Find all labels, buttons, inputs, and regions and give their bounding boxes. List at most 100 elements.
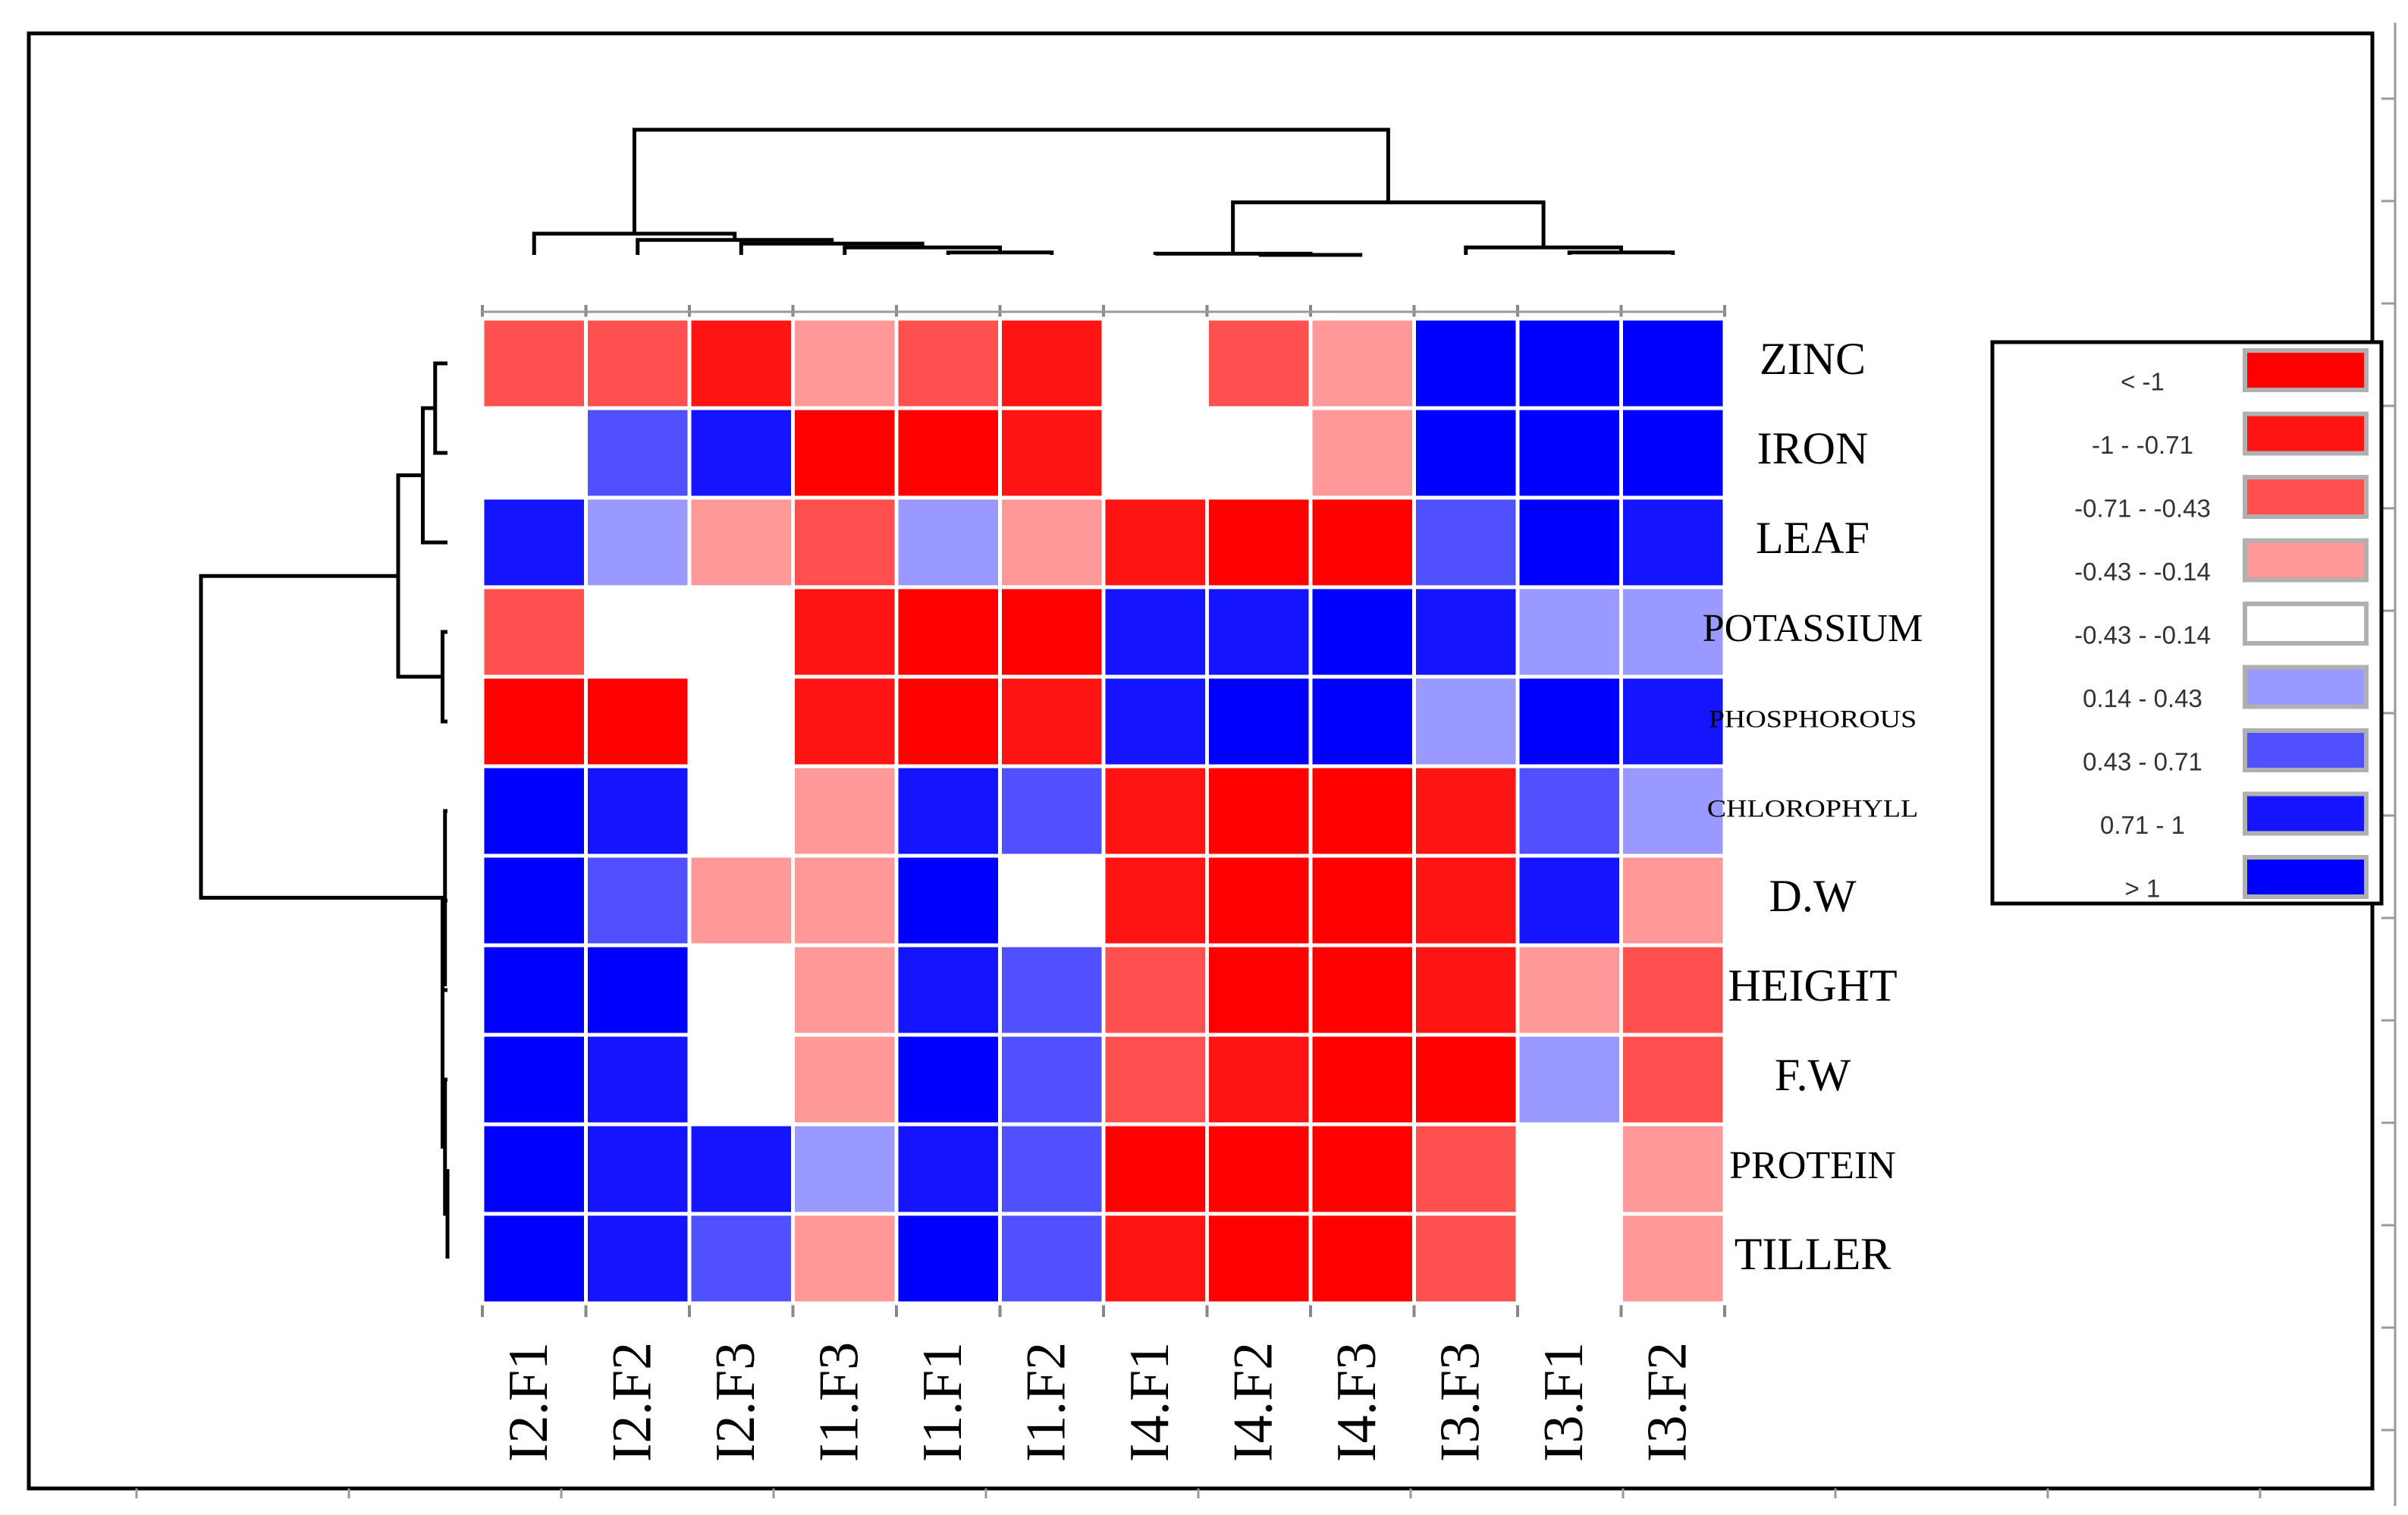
cell-d-w-i1-f1 <box>894 853 1002 948</box>
cell-leaf-i3-f3 <box>1412 495 1520 589</box>
col-label-i3-f3: I3.F3 <box>1430 1342 1492 1462</box>
cell-zinc-i3-f1 <box>1515 316 1623 410</box>
row-dendro-link-4 <box>396 473 443 679</box>
cell-leaf-i1-f3 <box>791 495 899 589</box>
cell-d-w-i3-f3 <box>1412 853 1520 948</box>
cell-f-w-i1-f2 <box>998 1033 1106 1127</box>
cell-f-w-i2-f1 <box>480 1033 588 1127</box>
cell-d-w-i4-f2 <box>1205 853 1313 948</box>
col-label-i2-f3: I2.F3 <box>705 1342 767 1462</box>
cell-iron-i1-f2 <box>998 406 1106 500</box>
cell-iron-i2-f1 <box>480 406 588 500</box>
cell-height-i1-f3 <box>791 943 899 1037</box>
cell-zinc-i4-f1 <box>1101 316 1209 410</box>
legend-label-1: < -1 <box>2121 368 2165 396</box>
cell-f-w-i3-f2 <box>1619 1033 1727 1127</box>
column-dendrogram <box>532 127 1675 257</box>
cell-tiller-i4-f3 <box>1308 1212 1416 1306</box>
cell-f-w-i3-f3 <box>1412 1033 1520 1127</box>
heatmap-cells <box>480 316 1727 1306</box>
cell-potassium-i2-f3 <box>687 585 795 679</box>
cell-tiller-i3-f2 <box>1619 1212 1727 1306</box>
row-label-f-w: F.W <box>1775 1050 1851 1100</box>
cell-leaf-i1-f2 <box>998 495 1106 589</box>
cell-d-w-i3-f1 <box>1515 853 1623 948</box>
col-dendro-link-8 <box>1567 250 1675 255</box>
cell-chlorophyll-i3-f3 <box>1412 764 1520 858</box>
cell-protein-i3-f3 <box>1412 1122 1520 1216</box>
cell-chlorophyll-i1-f2 <box>998 764 1106 858</box>
col-label-i4-f3: I4.F3 <box>1326 1342 1388 1462</box>
cell-d-w-i4-f1 <box>1101 853 1209 948</box>
legend-swatch-2 <box>2243 411 2369 456</box>
cell-chlorophyll-i4-f2 <box>1205 764 1313 858</box>
cell-iron-i1-f3 <box>791 406 899 500</box>
column-ticks <box>481 305 1726 1317</box>
cell-zinc-i2-f1 <box>480 316 588 410</box>
legend-label-2: -1 - -0.71 <box>2092 431 2193 459</box>
cell-chlorophyll-i2-f2 <box>584 764 692 858</box>
cell-potassium-i3-f3 <box>1412 585 1520 679</box>
cell-zinc-i2-f2 <box>584 316 692 410</box>
col-dendro-link-1 <box>946 250 1054 255</box>
legend-label-6: 0.14 - 0.43 <box>2083 684 2202 712</box>
cell-iron-i2-f3 <box>687 406 795 500</box>
cell-zinc-i4-f2 <box>1205 316 1313 410</box>
cell-height-i2-f1 <box>480 943 588 1037</box>
legend-swatch-1 <box>2243 348 2369 392</box>
cell-d-w-i1-f3 <box>791 853 899 948</box>
cell-f-w-i2-f2 <box>584 1033 692 1127</box>
cell-iron-i4-f1 <box>1101 406 1209 500</box>
legend-swatch-9 <box>2243 855 2369 899</box>
cell-chlorophyll-i1-f1 <box>894 764 1002 858</box>
legend-label-8: 0.71 - 1 <box>2100 811 2185 839</box>
col-dendro-link-11 <box>632 127 1390 234</box>
cell-leaf-i2-f1 <box>480 495 588 589</box>
cell-potassium-i1-f2 <box>998 585 1106 679</box>
row-label-tiller: TILLER <box>1735 1229 1892 1279</box>
cell-f-w-i4-f2 <box>1205 1033 1313 1127</box>
cell-potassium-i2-f1 <box>480 585 588 679</box>
col-label-i1-f1: I1.F1 <box>912 1342 974 1462</box>
row-dendro-link-10 <box>199 574 445 900</box>
row-label-d-w: D.W <box>1769 871 1857 921</box>
cell-iron-i1-f1 <box>894 406 1002 500</box>
cell-height-i4-f1 <box>1101 943 1209 1037</box>
cell-potassium-i1-f3 <box>791 585 899 679</box>
legend-label-3: -0.71 - -0.43 <box>2074 495 2211 523</box>
cell-d-w-i2-f2 <box>584 853 692 948</box>
col-label-i2-f1: I2.F1 <box>498 1342 560 1462</box>
cell-chlorophyll-i1-f3 <box>791 764 899 858</box>
cell-phosphorous-i2-f2 <box>584 674 692 769</box>
legend-label-4: -0.43 - -0.14 <box>2074 558 2211 586</box>
cell-zinc-i3-f3 <box>1412 316 1520 410</box>
cell-zinc-i2-f3 <box>687 316 795 410</box>
col-label-i1-f2: I1.F2 <box>1016 1342 1078 1462</box>
cell-potassium-i3-f1 <box>1515 585 1623 679</box>
cell-chlorophyll-i2-f3 <box>687 764 795 858</box>
row-label-height: HEIGHT <box>1728 960 1897 1011</box>
legend-label-9: > 1 <box>2125 875 2161 903</box>
cell-d-w-i3-f2 <box>1619 853 1727 948</box>
cell-protein-i1-f1 <box>894 1122 1002 1216</box>
cell-chlorophyll-i3-f1 <box>1515 764 1623 858</box>
cell-phosphorous-i4-f2 <box>1205 674 1313 769</box>
col-label-i2-f2: I2.F2 <box>601 1342 664 1462</box>
cell-height-i4-f2 <box>1205 943 1313 1037</box>
cell-phosphorous-i3-f2 <box>1619 674 1727 769</box>
row-labels: ZINC IRON LEAF POTASSIUM PHOSPHOROUS CHLOROPH… <box>1703 334 1923 1279</box>
cell-protein-i2-f3 <box>687 1122 795 1216</box>
cell-f-w-i1-f3 <box>791 1033 899 1127</box>
cell-tiller-i4-f1 <box>1101 1212 1209 1306</box>
cell-height-i3-f2 <box>1619 943 1727 1037</box>
cell-leaf-i2-f2 <box>584 495 692 589</box>
row-label-iron: IRON <box>1757 423 1869 473</box>
cell-d-w-i2-f1 <box>480 853 588 948</box>
col-dendro-link-5 <box>532 231 737 255</box>
legend-label-7: 0.43 - 0.71 <box>2083 748 2202 776</box>
row-label-protein: PROTEIN <box>1729 1144 1896 1187</box>
cell-f-w-i2-f3 <box>687 1033 795 1127</box>
cell-zinc-i1-f1 <box>894 316 1002 410</box>
row-label-leaf: LEAF <box>1756 513 1870 563</box>
